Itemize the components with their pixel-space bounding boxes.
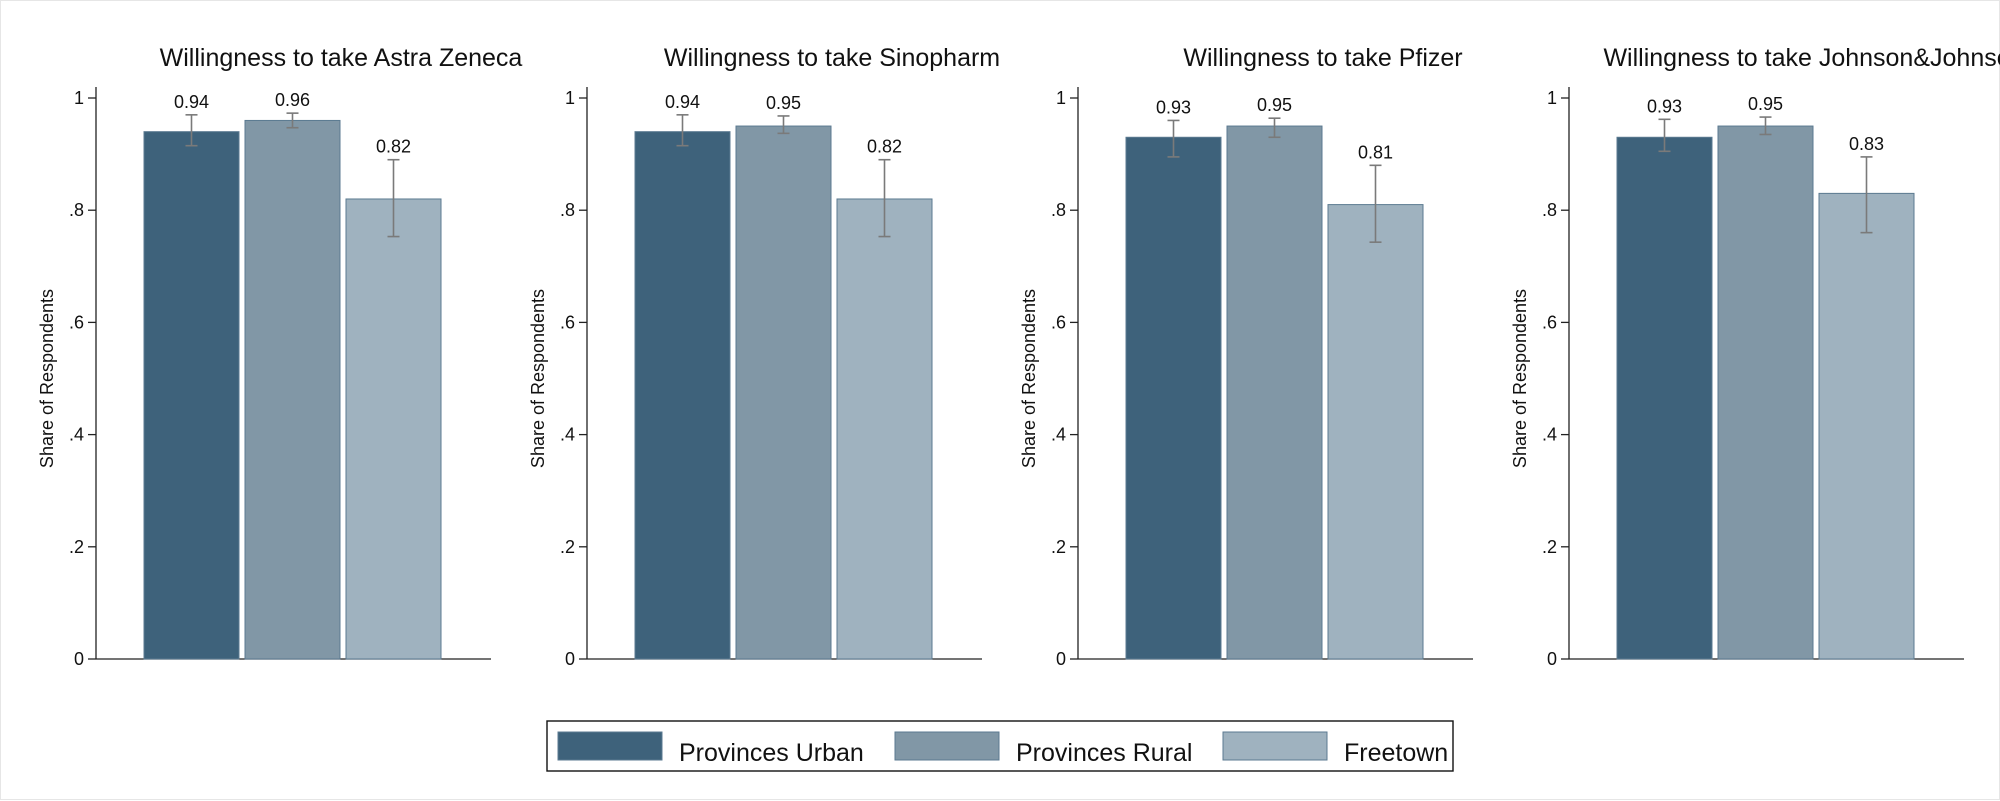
panel-title: Willingness to take Sinopharm bbox=[664, 44, 1000, 72]
bar-provinces-urban bbox=[634, 131, 731, 660]
y-tick-label: 0 bbox=[565, 649, 575, 669]
legend-label: Provinces Rural bbox=[1016, 739, 1192, 767]
data-label: 0.93 bbox=[1647, 96, 1682, 116]
y-tick-label: .2 bbox=[1051, 537, 1066, 557]
data-label: 0.95 bbox=[1257, 95, 1292, 115]
bar-provinces-rural bbox=[244, 119, 341, 660]
y-tick-label: .8 bbox=[1051, 200, 1066, 220]
bar-provinces-rural bbox=[1717, 125, 1814, 660]
legend-swatch-provinces-urban bbox=[557, 731, 663, 761]
bar-provinces-urban bbox=[143, 131, 240, 660]
bar-provinces-rural bbox=[735, 125, 832, 660]
bar-freetown bbox=[1327, 204, 1424, 660]
legend-swatch-provinces-rural bbox=[894, 731, 1000, 761]
data-label: 0.95 bbox=[1748, 94, 1783, 114]
bar-freetown bbox=[1818, 192, 1915, 660]
y-tick-label: .2 bbox=[560, 537, 575, 557]
y-tick-label: 0 bbox=[74, 649, 84, 669]
panel-title: Willingness to take Astra Zeneca bbox=[160, 44, 523, 72]
bar-provinces-urban bbox=[1125, 136, 1222, 660]
bar-provinces-urban bbox=[1616, 136, 1713, 660]
panel-title: Willingness to take Johnson&Johnson bbox=[1603, 44, 2000, 72]
y-axis-label: Share of Respondents bbox=[37, 289, 57, 468]
y-tick-label: .8 bbox=[560, 200, 575, 220]
y-axis-label: Share of Respondents bbox=[528, 289, 548, 468]
data-label: 0.94 bbox=[174, 92, 209, 112]
chart-panel-4: Willingness to take Johnson&Johnson Share… bbox=[1510, 44, 2000, 669]
chart-panel-1: Willingness to take Astra Zeneca Share of… bbox=[37, 44, 522, 669]
chart-panel-2: Willingness to take Sinopharm Share of Re… bbox=[528, 44, 1000, 669]
y-tick-label: .6 bbox=[69, 312, 84, 332]
data-label: 0.83 bbox=[1849, 134, 1884, 154]
legend-label: Provinces Urban bbox=[679, 739, 864, 767]
legend-label: Freetown bbox=[1344, 739, 1448, 767]
y-tick-label: .4 bbox=[1542, 425, 1557, 445]
data-label: 0.82 bbox=[376, 137, 411, 157]
y-tick-label: .6 bbox=[1542, 312, 1557, 332]
y-tick-label: 1 bbox=[565, 88, 575, 108]
data-label: 0.96 bbox=[275, 90, 310, 110]
bar-provinces-rural bbox=[1226, 125, 1323, 660]
y-tick-label: .2 bbox=[69, 537, 84, 557]
y-tick-label: .4 bbox=[560, 425, 575, 445]
bar-freetown bbox=[836, 198, 933, 660]
panel-title: Willingness to take Pfizer bbox=[1183, 44, 1462, 72]
data-label: 0.93 bbox=[1156, 97, 1191, 117]
y-axis-label: Share of Respondents bbox=[1510, 289, 1530, 468]
data-label: 0.81 bbox=[1358, 142, 1393, 162]
y-tick-label: .4 bbox=[69, 425, 84, 445]
y-tick-label: 1 bbox=[1056, 88, 1066, 108]
y-tick-label: 1 bbox=[74, 88, 84, 108]
bar-freetown bbox=[345, 198, 442, 660]
y-tick-label: .8 bbox=[1542, 200, 1557, 220]
legend-swatch-freetown bbox=[1222, 731, 1328, 761]
data-label: 0.94 bbox=[665, 92, 700, 112]
y-tick-label: 0 bbox=[1056, 649, 1066, 669]
y-tick-label: .2 bbox=[1542, 537, 1557, 557]
y-tick-label: .4 bbox=[1051, 425, 1066, 445]
data-label: 0.95 bbox=[766, 93, 801, 113]
y-tick-label: 0 bbox=[1547, 649, 1557, 669]
y-tick-label: .6 bbox=[560, 312, 575, 332]
legend: Provinces Urban Provinces Rural Freetown bbox=[546, 720, 1454, 772]
chart-panel-3: Willingness to take Pfizer Share of Respo… bbox=[1019, 44, 1473, 669]
y-axis-label: Share of Respondents bbox=[1019, 289, 1039, 468]
data-label: 0.82 bbox=[867, 137, 902, 157]
y-tick-label: .8 bbox=[69, 200, 84, 220]
y-tick-label: .6 bbox=[1051, 312, 1066, 332]
y-tick-label: 1 bbox=[1547, 88, 1557, 108]
